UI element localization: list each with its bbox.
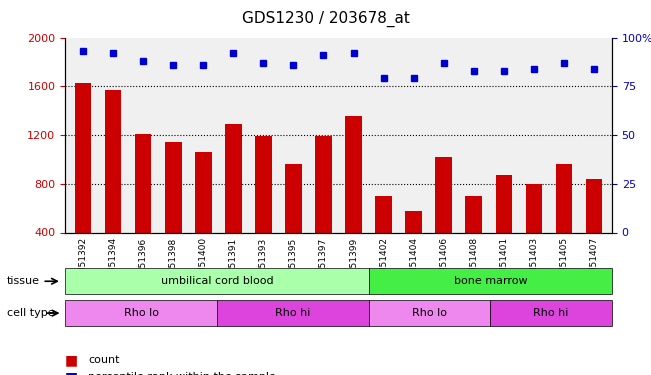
Text: tissue: tissue bbox=[7, 276, 40, 286]
Text: count: count bbox=[88, 355, 119, 365]
Bar bbox=[525, 184, 542, 281]
Bar bbox=[436, 157, 452, 281]
Bar bbox=[225, 124, 242, 281]
Bar bbox=[465, 196, 482, 281]
Text: percentile rank within the sample: percentile rank within the sample bbox=[88, 372, 276, 375]
Bar bbox=[345, 116, 362, 281]
Bar bbox=[105, 90, 122, 281]
Bar bbox=[75, 82, 91, 281]
Text: ■: ■ bbox=[65, 353, 78, 367]
Text: cell type: cell type bbox=[7, 308, 54, 318]
Text: umbilical cord blood: umbilical cord blood bbox=[161, 276, 273, 286]
Bar bbox=[315, 136, 332, 281]
Bar bbox=[165, 142, 182, 281]
Bar bbox=[135, 134, 152, 281]
Text: Rho hi: Rho hi bbox=[533, 308, 569, 318]
Text: Rho lo: Rho lo bbox=[412, 308, 447, 318]
Text: GDS1230 / 203678_at: GDS1230 / 203678_at bbox=[242, 11, 409, 27]
Bar bbox=[285, 164, 301, 281]
Text: Rho hi: Rho hi bbox=[275, 308, 311, 318]
Bar bbox=[255, 136, 271, 281]
Bar bbox=[195, 152, 212, 281]
Text: Rho lo: Rho lo bbox=[124, 308, 159, 318]
Text: ■: ■ bbox=[65, 370, 78, 375]
Text: bone marrow: bone marrow bbox=[454, 276, 527, 286]
Bar bbox=[495, 175, 512, 281]
Bar bbox=[406, 211, 422, 281]
Bar bbox=[586, 179, 602, 281]
Bar bbox=[555, 164, 572, 281]
Bar bbox=[376, 196, 392, 281]
